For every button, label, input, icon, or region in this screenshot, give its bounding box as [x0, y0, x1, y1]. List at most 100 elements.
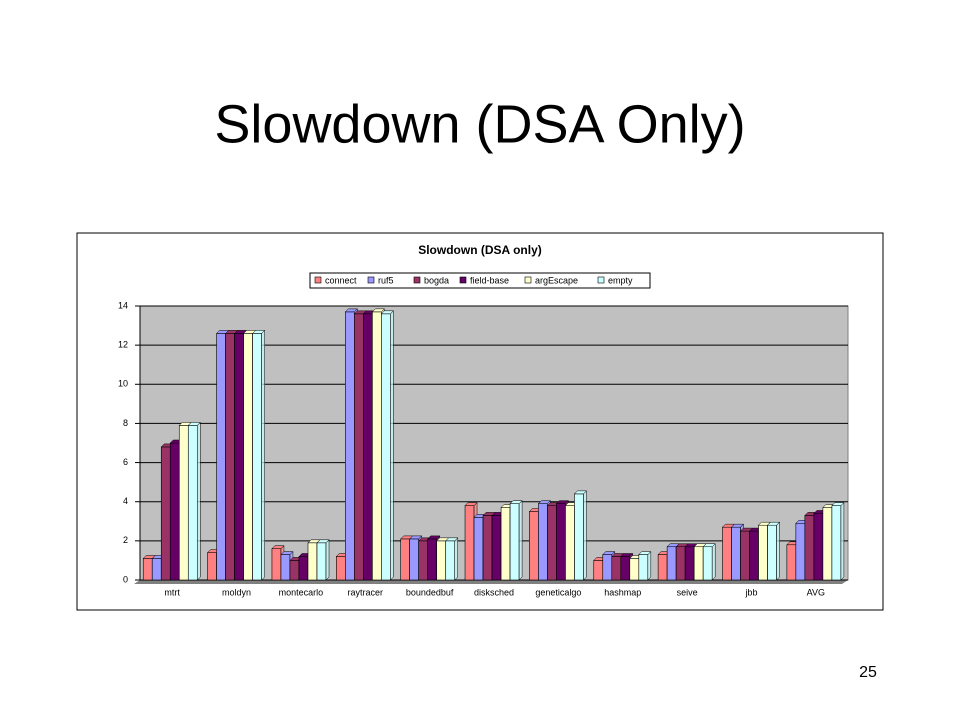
bar [363, 313, 373, 581]
bar-side [261, 329, 265, 581]
bar-top [252, 330, 266, 334]
bar [740, 530, 750, 581]
bar [160, 446, 171, 581]
y-tick-label: 10 [118, 379, 128, 389]
x-tick-label: raytracer [348, 587, 384, 597]
bar [666, 546, 677, 581]
bar-side [390, 310, 394, 581]
legend-swatch [314, 276, 322, 284]
bar [500, 507, 511, 581]
bar [611, 556, 622, 581]
bar-top [280, 551, 294, 555]
bar [804, 515, 815, 581]
y-tick-label: 8 [123, 418, 128, 428]
bar [629, 558, 640, 581]
x-tick-label: montecarlo [279, 587, 324, 597]
legend-label: bogda [424, 275, 449, 285]
bar-top [766, 521, 781, 526]
legend-label: ruf5 [378, 275, 394, 285]
bar-top [620, 553, 634, 557]
bar-top [509, 500, 523, 504]
bar [538, 503, 548, 581]
legend-swatch [367, 276, 375, 284]
bar-top [555, 500, 570, 504]
bar [529, 511, 539, 581]
legend-label: field-base [470, 275, 509, 285]
bar-side [776, 521, 780, 581]
bar [547, 505, 557, 581]
bar [178, 425, 189, 581]
bar [409, 538, 419, 581]
bar [436, 540, 447, 581]
bar [418, 540, 429, 581]
bar-side [647, 550, 652, 581]
x-tick-label: seive [677, 587, 698, 597]
bar [482, 515, 493, 581]
bar [336, 556, 346, 581]
x-tick-label: hashmap [604, 587, 641, 597]
y-tick-label: 6 [123, 457, 128, 467]
bar [473, 517, 484, 581]
bar [749, 530, 759, 581]
bar [427, 538, 438, 581]
legend-swatch [413, 276, 421, 284]
bar [693, 546, 704, 581]
bar [151, 558, 162, 581]
bar-top [271, 545, 285, 549]
bar [638, 554, 649, 581]
slide-title: Slowdown (DSA Only) [214, 94, 745, 154]
bar [602, 554, 613, 581]
bar-top [573, 490, 588, 495]
bar [225, 333, 235, 581]
bar [593, 560, 604, 581]
bar-side [840, 502, 845, 581]
bar-top [702, 543, 716, 547]
legend-label: empty [608, 275, 633, 285]
bar [509, 503, 520, 581]
legend-swatch [597, 276, 605, 284]
x-tick-label: jbb [744, 587, 757, 597]
bar-top [344, 308, 358, 313]
x-tick-label: moldyn [222, 587, 251, 597]
bar [702, 546, 713, 581]
legend-box [309, 272, 651, 289]
bar-side [197, 421, 201, 581]
bar-side [518, 500, 523, 581]
y-tick-label: 2 [123, 535, 128, 545]
x-tick-label: disksched [474, 587, 514, 597]
legend-swatch [459, 276, 467, 284]
bar-top [316, 539, 330, 544]
y-tick-label: 12 [118, 340, 128, 350]
legend-swatch [524, 276, 532, 284]
bar-top [464, 502, 478, 506]
chart-title: Slowdown (DSA only) [418, 243, 542, 257]
bar-side [583, 490, 587, 581]
bar [142, 558, 153, 581]
bar [822, 507, 833, 581]
bar-top [380, 310, 394, 315]
legend-label: connect [325, 275, 357, 285]
legend-label: argEscape [535, 275, 578, 285]
bar [574, 493, 584, 581]
bar [684, 546, 695, 581]
bar-side [454, 537, 458, 581]
bar-top [409, 535, 423, 540]
bar [556, 503, 566, 581]
bar [831, 505, 842, 581]
x-tick-label: mtrt [164, 587, 180, 597]
bar [216, 333, 226, 581]
bar-top [187, 422, 201, 426]
bar [169, 442, 180, 581]
bar [243, 333, 253, 581]
bar [445, 540, 456, 581]
bar [307, 542, 318, 581]
x-tick-label: geneticalgo [535, 587, 581, 597]
bar [271, 548, 282, 581]
y-tick-label: 4 [123, 496, 128, 506]
bar [620, 556, 631, 581]
y-tick-label: 0 [123, 574, 128, 584]
floor [134, 580, 848, 584]
bar [767, 524, 777, 581]
x-tick-label: boundedbuf [406, 587, 454, 597]
